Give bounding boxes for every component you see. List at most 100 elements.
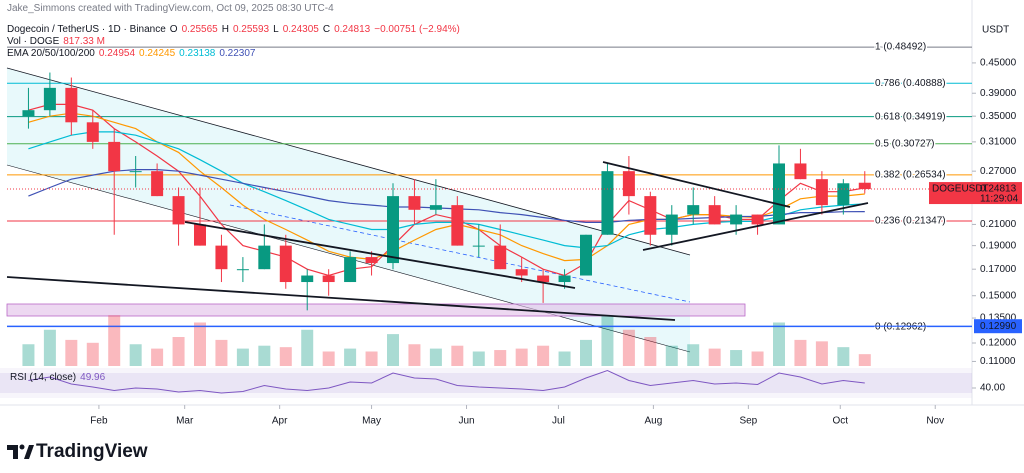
candle-body [622, 171, 635, 197]
volume-bar [665, 345, 678, 366]
ema-line [28, 131, 865, 249]
rsi-band [0, 373, 972, 393]
volume-bar [108, 315, 121, 366]
candle-body [236, 269, 249, 271]
candle-body [858, 182, 871, 190]
volume-bar [601, 315, 614, 366]
rsi-line: RSI (14, close) 49.96 [10, 372, 109, 383]
y-tick-label: 0.11000 [980, 356, 1016, 367]
candle-body [322, 275, 335, 283]
volume-bar [301, 329, 314, 366]
candle-body [129, 171, 142, 173]
volume-bar [172, 337, 185, 366]
candle-body [22, 110, 35, 117]
volume-bar [429, 348, 442, 366]
x-tick-label: Mar [176, 416, 194, 427]
candle-body [344, 257, 357, 283]
ohlc-label: O [169, 24, 178, 35]
support-zone [6, 303, 746, 317]
fib-label: 0.786 (0.40888) [875, 78, 946, 89]
volume-bar [773, 322, 785, 366]
y-tick-label: 0.27000 [980, 166, 1017, 177]
brand: TradingView [36, 441, 148, 462]
candle-body [172, 196, 185, 225]
candle-body [730, 214, 743, 225]
volume-bar [708, 348, 721, 366]
rsi-value: 49.96 [80, 372, 106, 383]
volume-bar [794, 339, 807, 366]
candle-body [108, 141, 121, 172]
volume-bar [537, 345, 550, 366]
candle-body [43, 87, 56, 111]
channel-fill [7, 68, 690, 352]
volume-bar [558, 351, 571, 366]
currency: USDT [982, 25, 1009, 36]
candle-body [644, 196, 657, 235]
change: −0.00751 (−2.94%) [374, 24, 460, 35]
price-tag-label: 0.12990 [980, 321, 1017, 332]
channel-top [6, 67, 691, 256]
volume-bar [194, 322, 206, 366]
volume-line: Vol · DOGE 817.33 M [7, 36, 109, 47]
candle-body [472, 245, 485, 247]
x-tick-label: Aug [644, 416, 662, 427]
candle-body [837, 183, 850, 206]
candle-body [665, 214, 678, 235]
y-tick-label: 0.39000 [980, 88, 1017, 99]
volume-bar [236, 348, 249, 366]
volume-bar [858, 354, 871, 366]
candle-body [751, 214, 764, 225]
volume-bar [43, 329, 56, 366]
candle-body [537, 275, 550, 283]
logo-mark [19, 444, 25, 450]
volume-bar [279, 347, 292, 366]
last-price-tag [929, 182, 1022, 205]
x-tick-label: Jun [458, 416, 474, 427]
rsi-line [28, 369, 865, 394]
volume-bar [580, 339, 592, 366]
volume-bar [730, 350, 743, 366]
ema-value: 0.22307 [219, 48, 256, 59]
volume-bar [494, 350, 507, 366]
trendline [6, 276, 676, 321]
candle-body [215, 245, 228, 270]
last-price-value: 0.24813 [980, 184, 1017, 195]
volume-bar [86, 342, 99, 366]
volume-value: 817.33 M [63, 36, 105, 47]
x-tick-label: Feb [90, 416, 108, 427]
volume-bar [472, 351, 485, 366]
ohlc-value: 0.25565 [181, 24, 218, 35]
candle-body [387, 196, 399, 264]
logo-mark [24, 445, 34, 459]
ohlc-label: L [273, 24, 279, 35]
candle-body [601, 171, 614, 235]
ohlc-label: H [221, 24, 229, 35]
candle-body [708, 205, 721, 225]
volume-bar [322, 351, 335, 366]
x-tick-label: May [362, 416, 381, 427]
volume-bar [215, 339, 228, 366]
triangle-top [602, 161, 791, 208]
logo [7, 444, 34, 459]
fib-label: 0.618 (0.34919) [875, 111, 946, 122]
ohlc-value: 0.24305 [282, 24, 319, 35]
candle-body [86, 122, 99, 142]
volume-bar [365, 351, 378, 366]
candle-body [494, 245, 507, 270]
y-tick-label: 0.15000 [980, 290, 1017, 301]
ema-value: 0.23138 [179, 48, 216, 59]
volume-bar [344, 348, 357, 366]
ema-label: EMA 20/50/100/200 [7, 48, 95, 59]
candle-body [515, 269, 528, 276]
volume-bar [129, 344, 142, 366]
x-tick-label: Apr [272, 416, 288, 427]
candle-body [194, 224, 206, 246]
y-tick-label: 0.12000 [980, 338, 1017, 349]
candle-body [815, 179, 828, 206]
x-tick-label: Oct [832, 416, 848, 427]
ema-value: 0.24954 [98, 48, 136, 59]
ohlc-label: C [322, 24, 331, 35]
candle-body [687, 205, 700, 215]
